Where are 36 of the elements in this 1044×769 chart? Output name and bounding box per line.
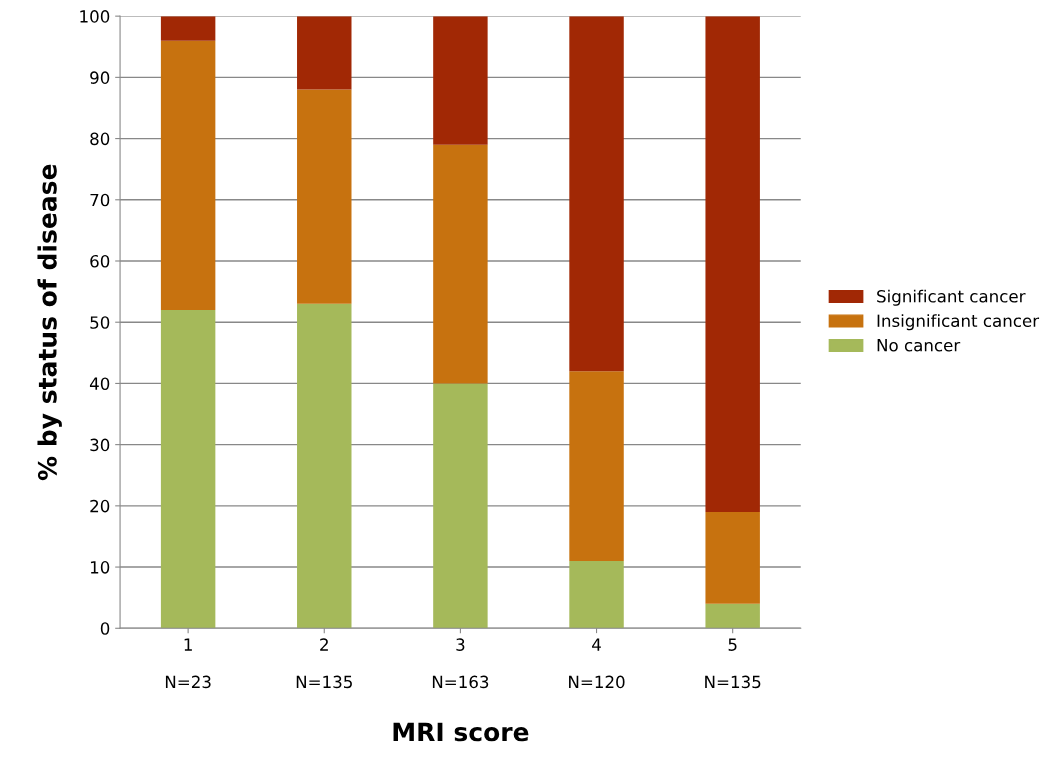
y-tick-label: 40 (89, 377, 110, 390)
bar (160, 40, 216, 310)
y-tick-label: 30 (90, 438, 110, 452)
y-tick-label: 0 (100, 622, 110, 635)
category-label: 3 N=163 (432, 638, 489, 689)
bar (569, 560, 624, 629)
bar (705, 511, 760, 604)
category-label: 4 N=120 (569, 638, 625, 689)
y-tick-label: 50 (90, 316, 110, 329)
bar (433, 144, 488, 384)
bar (569, 371, 624, 561)
x-axis-title: MRI score (393, 722, 529, 742)
y-tick-label: 20 (90, 499, 110, 513)
y-tick-label: 70 (90, 193, 110, 207)
bar (160, 309, 216, 629)
bar (433, 16, 488, 145)
y-axis-title: % by status of disease (37, 164, 62, 481)
category-label: 1 N=23 (165, 638, 211, 689)
legend-label: No cancer (877, 339, 961, 352)
y-tick-label: 90 (90, 71, 110, 84)
bar (160, 16, 216, 41)
bar (569, 16, 624, 372)
bar (297, 303, 352, 629)
legend-label: Insignificant cancer (877, 314, 1040, 331)
category-label: 5 N=135 (705, 638, 761, 689)
y-tick-label: 10 (90, 561, 110, 574)
y-tick-label: 80 (90, 132, 110, 146)
y-tick-label: 60 (90, 254, 110, 268)
category-label: 2 N=135 (296, 638, 352, 689)
bar (705, 16, 760, 512)
bar (297, 89, 352, 304)
bar (433, 383, 488, 629)
bar (705, 603, 760, 629)
legend-label: Significant cancer (877, 289, 1026, 306)
y-tick-label: 100 (80, 10, 110, 23)
bar (297, 16, 352, 90)
